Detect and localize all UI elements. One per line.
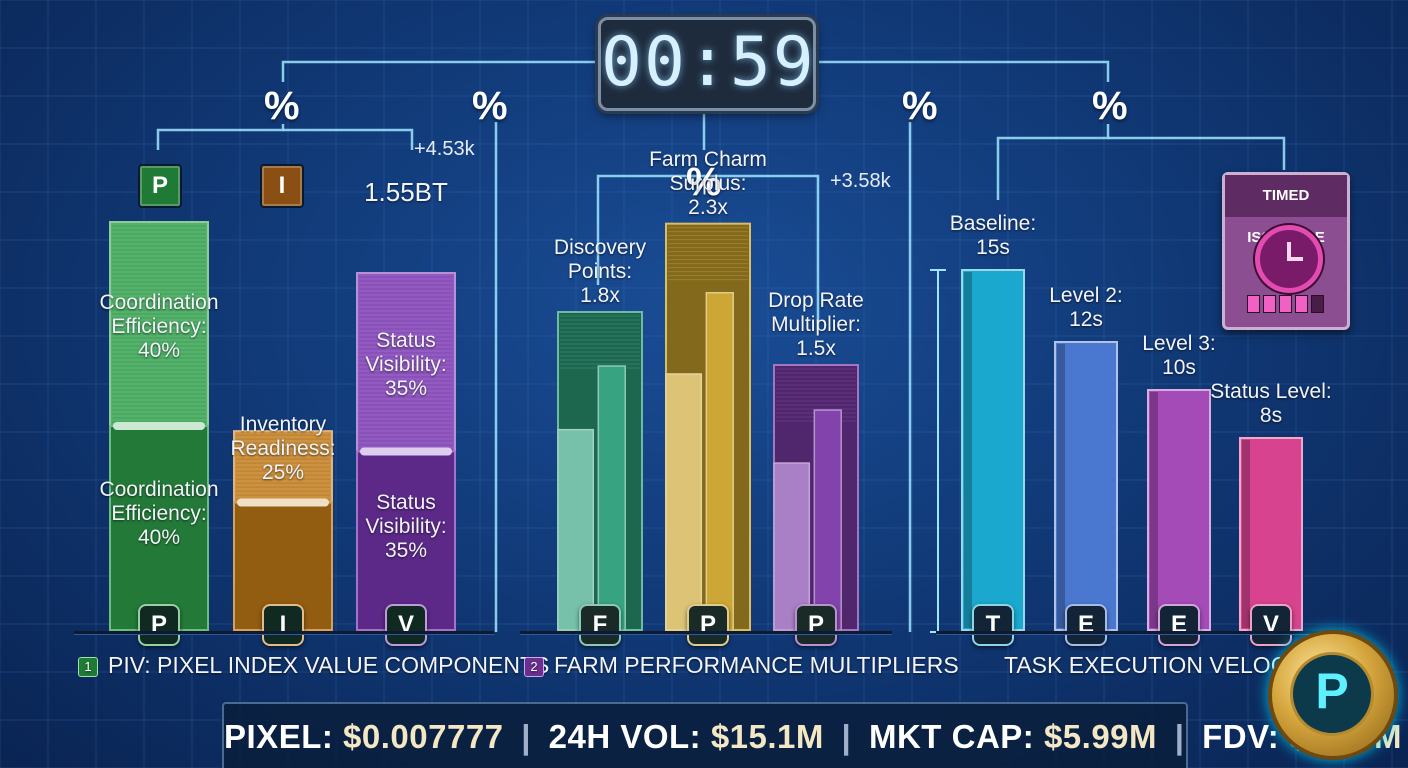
ticker-separator: |	[511, 718, 541, 755]
issuance-pip	[1247, 295, 1260, 313]
percent-symbol: %	[1092, 84, 1128, 128]
chart1-divider-glow	[237, 498, 329, 507]
countdown-timer: 00:59	[598, 17, 816, 111]
timed-issuance-panel: TIMED ISSUANCE	[1222, 172, 1350, 330]
percent-symbol: %	[472, 84, 508, 128]
chart1-segment-label: Status Visibility: 35%	[365, 490, 447, 562]
chart2-inner-bar	[557, 428, 595, 631]
chart3-bar-letter: V	[1250, 604, 1292, 646]
chart3-bar-letter: T	[972, 604, 1014, 646]
chart3-bar-label: Status Level: 8s	[1210, 380, 1332, 427]
ticker-label: PIXEL:	[224, 718, 344, 755]
chart1-bar-letter: V	[385, 604, 427, 646]
issuance-pip	[1295, 295, 1308, 313]
badge-p: P	[138, 164, 182, 208]
issuance-pip	[1311, 295, 1324, 313]
chart3-bar-letter: E	[1158, 604, 1200, 646]
chart3-bar	[1054, 341, 1118, 631]
group-value: 1.55BT	[364, 177, 448, 207]
chart3-bar	[1147, 389, 1211, 631]
ticker-label: FDV:	[1202, 718, 1289, 755]
chart2-bar-label: Drop Rate Multiplier: 1.5x	[768, 289, 864, 360]
clock-icon	[1255, 225, 1323, 293]
ticker-label: MKT CAP:	[868, 718, 1044, 755]
chart1-title: 1 PIV: PIXEL INDEX VALUE COMPONENTS	[78, 652, 549, 678]
chart1-bar-letter: I	[262, 604, 304, 646]
chart1-baseline	[74, 631, 494, 634]
issuance-pip	[1279, 295, 1292, 313]
chart1-segment-label: Coordination Efficiency: 40%	[99, 478, 219, 549]
issuance-progress	[1247, 295, 1327, 313]
chart2-bar-letter: P	[687, 604, 729, 646]
chart2-inner-bar	[597, 365, 626, 631]
chart1-bar-letter: P	[138, 604, 180, 646]
chart3-bar-label: Baseline: 15s	[949, 212, 1037, 259]
chart2-bar-letter: P	[795, 604, 837, 646]
chart2-inner-bar	[665, 373, 703, 631]
issuance-pip	[1263, 295, 1276, 313]
chart3-bar	[1239, 437, 1303, 631]
chart3-title: TASK EXECUTION VELOCITY	[1004, 652, 1324, 678]
chart2-inner-bar	[705, 291, 734, 631]
chart2-inner-bar	[813, 409, 842, 631]
ticker-separator: |	[1165, 718, 1195, 755]
ticker-separator: |	[831, 718, 861, 755]
chart3-bar-shadow	[1242, 440, 1250, 628]
ticker-value: $0.007777	[343, 718, 504, 755]
chart2-bar-label: Discovery Points: 1.8x	[553, 236, 647, 307]
chart2-title: 2 FARM PERFORMANCE MULTIPLIERS	[524, 652, 959, 678]
chart3-bar-shadow	[964, 272, 972, 628]
chart3-bar	[961, 269, 1025, 631]
chart1-segment-label: Status Visibility: 35%	[365, 329, 447, 401]
chart1-bar-base-segment	[109, 425, 209, 631]
chart1-segment-label: Coordination Efficiency: 40%	[99, 291, 219, 362]
coin-glyph: P	[1315, 663, 1349, 719]
pixel-coin-logo: P	[1268, 630, 1398, 760]
chart2-inner-bar	[773, 462, 811, 631]
chart1-bar-base-segment	[356, 450, 456, 631]
price-ticker: PIXEL: $0.007777 | 24H VOL: $15.1M | MKT…	[222, 702, 1402, 768]
ticker-value: $15.1M	[710, 718, 824, 755]
chart3-bar-shadow	[1057, 344, 1065, 628]
chart1-segment-label: Inventory Readiness: 25%	[230, 412, 336, 484]
delta-value: +3.58k	[830, 170, 891, 192]
chart3-bar-shadow	[1150, 392, 1158, 628]
timer-text: 00:59	[601, 23, 816, 102]
chart1-title-text: PIV: PIXEL INDEX VALUE COMPONENTS	[108, 652, 550, 678]
delta-value: +4.53k	[414, 138, 475, 160]
chart1-divider-glow	[113, 422, 205, 430]
chart2-baseline	[520, 631, 892, 634]
chart1-divider-glow	[360, 447, 452, 456]
issuance-title: TIMED ISSUANCE	[1225, 175, 1347, 246]
chart2-bar-label: Farm Charm Surplus: 2.3x	[649, 147, 767, 219]
badge-i: I	[260, 164, 304, 208]
ticker-value: $5.99M	[1043, 718, 1158, 755]
percent-symbol: %	[686, 160, 722, 204]
chart3-bar-letter: E	[1065, 604, 1107, 646]
chart2-bar-letter: F	[579, 604, 621, 646]
ticker-text: PIXEL: $0.007777 | 24H VOL: $15.1M | MKT…	[224, 718, 1402, 756]
ticker-label: 24H VOL:	[548, 718, 711, 755]
chart3-baseline	[936, 631, 1320, 634]
chart2-title-text: FARM PERFORMANCE MULTIPLIERS	[554, 652, 959, 678]
legend-number: 2	[524, 657, 544, 677]
chart3-bar-label: Level 2: 12s	[1049, 284, 1123, 331]
chart3-bar-label: Level 3: 10s	[1142, 332, 1216, 379]
percent-symbol: %	[902, 84, 938, 128]
coin-face: P	[1290, 652, 1374, 736]
legend-number: 1	[78, 657, 98, 677]
percent-symbol: %	[264, 84, 300, 128]
